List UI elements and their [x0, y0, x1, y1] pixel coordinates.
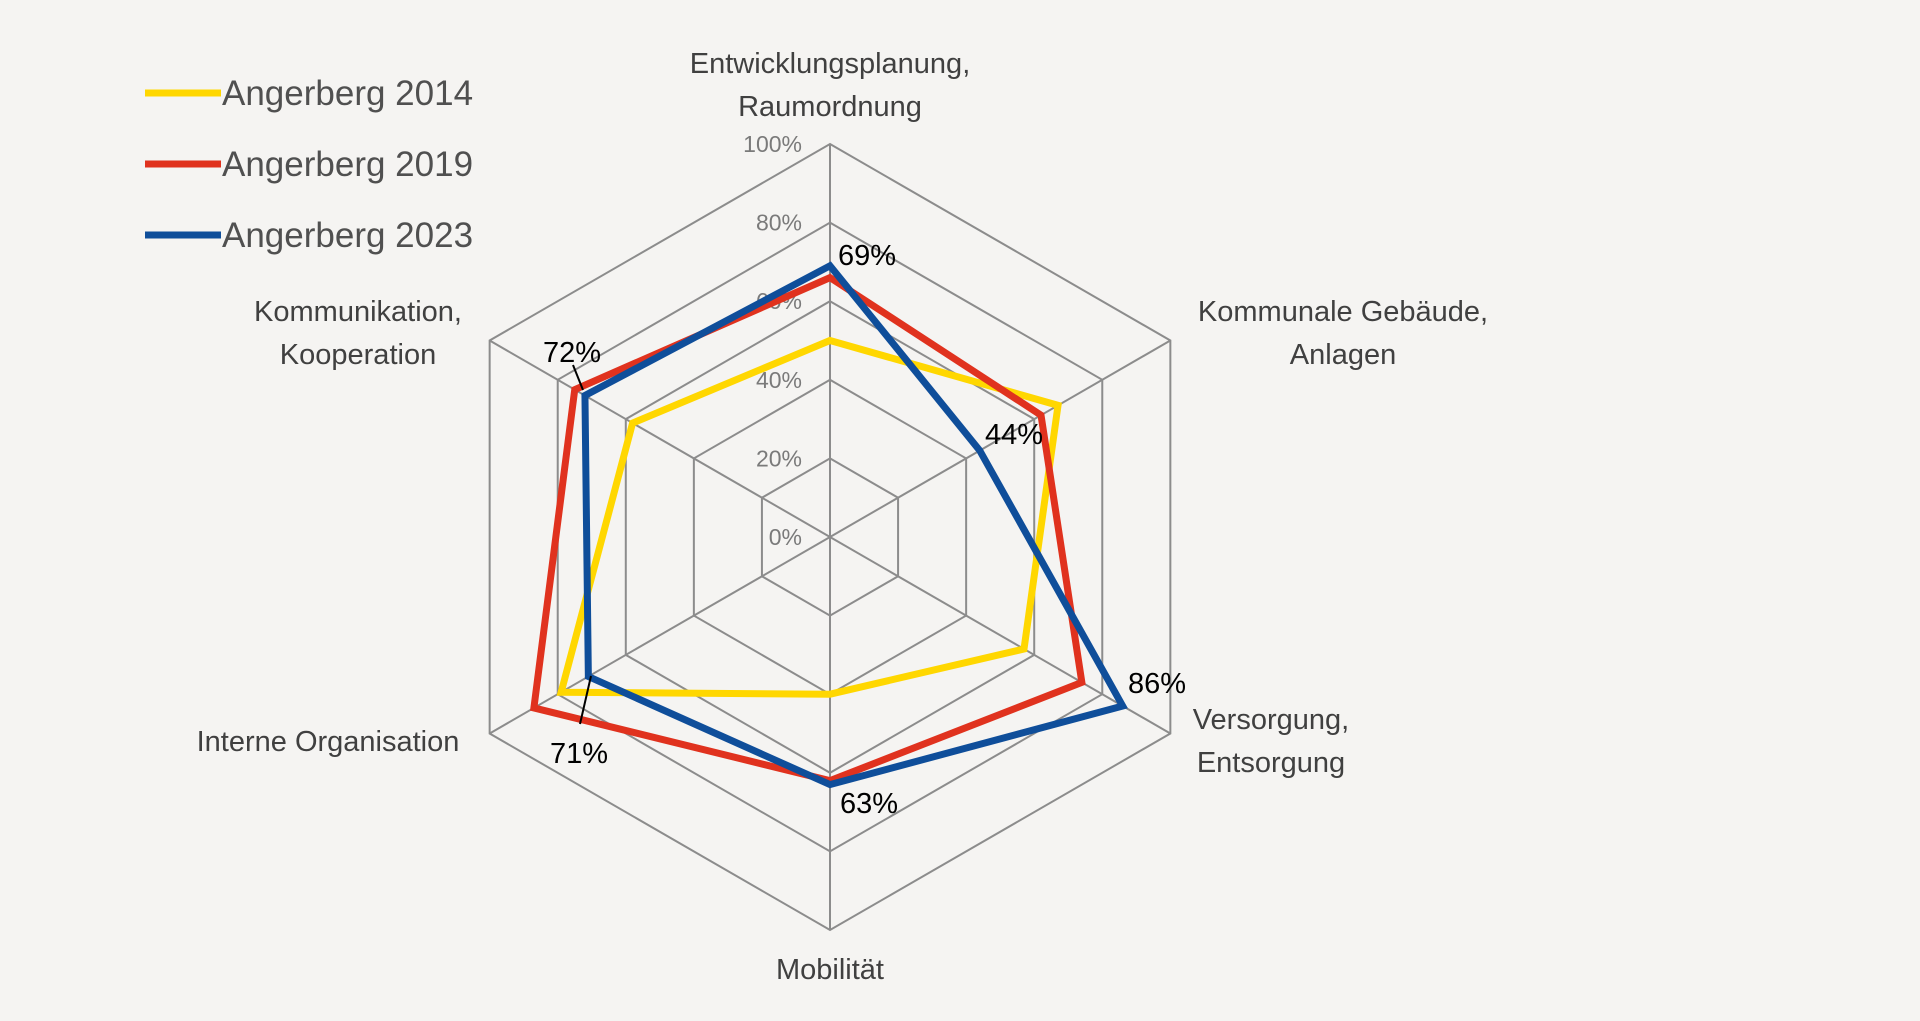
axis-label: Interne Organisation: [197, 726, 460, 758]
series: [530, 261, 1128, 789]
tick-label: 100%: [743, 131, 802, 157]
grid-spoke: [829, 536, 1171, 735]
data-label: 72%: [543, 337, 601, 369]
tick-labels: 0%20%40%60%80%100%: [743, 131, 802, 550]
axis-label: Versorgung,: [1193, 704, 1349, 736]
data-label: 63%: [840, 788, 898, 820]
data-label: 44%: [985, 419, 1043, 451]
legend-label: Angerberg 2023: [222, 216, 473, 255]
axis-label: Raumordnung: [738, 91, 922, 123]
series-line-3: [581, 261, 1128, 789]
axis-label: Kommunale Gebäude,: [1198, 296, 1488, 328]
data-label: 71%: [550, 738, 608, 770]
grid-spoke: [829, 339, 1171, 538]
axis-label: Kommunikation,: [254, 296, 462, 328]
axis-label: Entsorgung: [1197, 747, 1345, 779]
axis-label: Mobilität: [776, 954, 884, 986]
legend-label: Angerberg 2019: [222, 145, 473, 184]
series-line-2: [530, 273, 1086, 785]
axis-label: Anlagen: [1290, 339, 1396, 371]
legend: Angerberg 2014 Angerberg 2019 Angerberg 20…: [145, 74, 473, 255]
legend-label: Angerberg 2014: [222, 74, 473, 113]
axis-label: Entwicklungsplanung,: [690, 48, 971, 80]
tick-label: 0%: [769, 524, 802, 550]
data-label-leader: [572, 364, 584, 391]
grid-spoke: [489, 536, 831, 735]
data-labels: 69% 44% 86% 63% 71% 72%: [543, 240, 1186, 820]
tick-label: 80%: [756, 210, 802, 236]
axis-label: Kooperation: [280, 339, 436, 371]
tick-label: 20%: [756, 445, 802, 471]
axis-labels: Entwicklungsplanung, Raumordnung Kommunale…: [197, 48, 1488, 986]
data-label: 69%: [838, 240, 896, 272]
series-line-1: [556, 336, 1062, 698]
grid-spoke: [489, 339, 831, 538]
data-label-leader: [579, 675, 592, 725]
data-label: 86%: [1128, 668, 1186, 700]
